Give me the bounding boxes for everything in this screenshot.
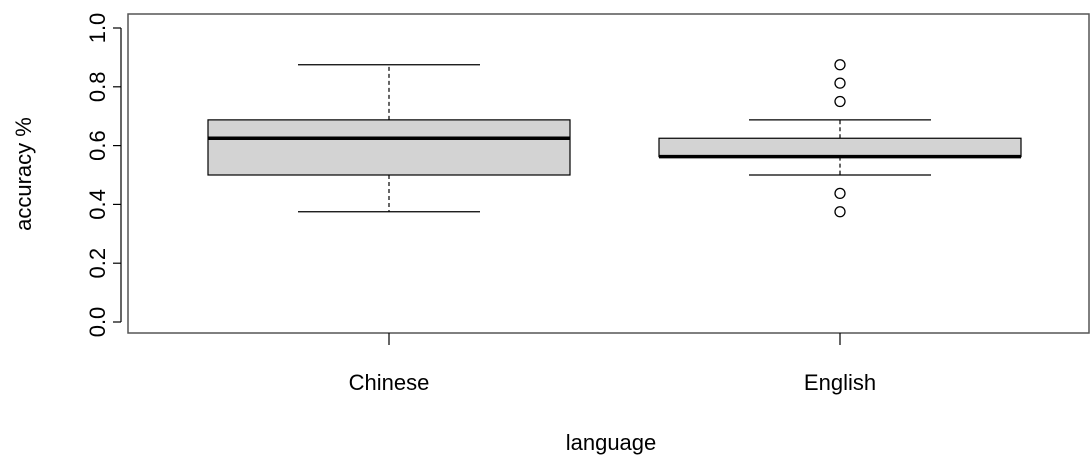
x-axis: Chinese English [349,333,876,395]
y-axis-title: accuracy % [11,117,36,231]
x-axis-title: language [566,430,657,455]
box-group [207,59,1022,218]
y-axis: 0.0 0.2 0.4 0.6 0.8 1.0 [85,13,122,338]
y-tick-label: 0.6 [85,130,110,161]
box-iqr [658,137,1022,158]
plot-frame [127,13,1090,334]
box-chinese [207,64,571,213]
y-tick-label: 0.2 [85,248,110,279]
outlier-point [834,59,846,71]
box-iqr [207,119,571,176]
y-tick-label: 0.0 [85,307,110,338]
x-tick-label: English [804,370,876,395]
x-tick-label: Chinese [349,370,430,395]
outlier-point [834,187,846,200]
y-tick-label: 0.4 [85,189,110,220]
y-tick-label: 0.8 [85,72,110,103]
outlier-point [834,206,846,218]
outlier-point [834,95,846,108]
box-english [658,59,1022,218]
y-tick-label: 1.0 [85,13,110,44]
outlier-point [834,77,846,89]
